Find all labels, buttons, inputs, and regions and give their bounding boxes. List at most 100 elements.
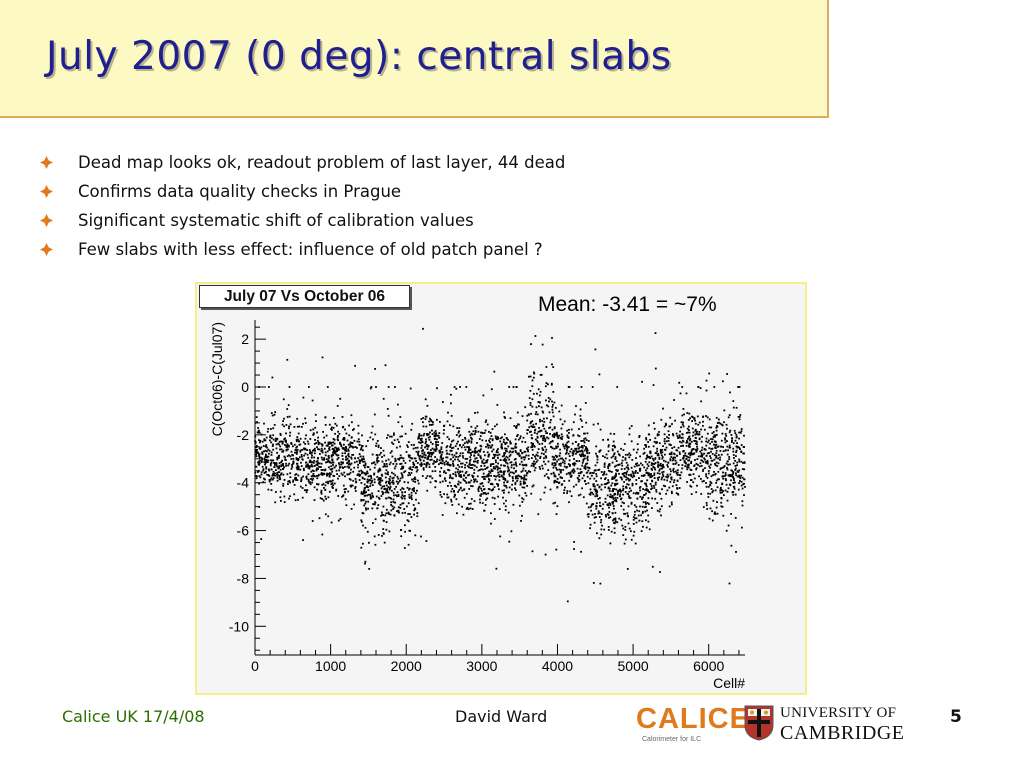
scatter-point	[488, 470, 491, 473]
scatter-point	[645, 444, 647, 446]
scatter-point	[709, 457, 712, 459]
scatter-point	[595, 505, 597, 507]
x-tick-label: 4000	[542, 658, 573, 674]
scatter-point	[322, 431, 324, 433]
scatter-point	[697, 423, 700, 426]
scatter-point	[570, 448, 573, 450]
scatter-point	[500, 443, 503, 446]
scatter-point	[630, 475, 633, 477]
scatter-point	[738, 476, 741, 478]
scatter-point	[652, 463, 655, 465]
scatter-point	[569, 464, 571, 466]
scatter-point	[633, 475, 636, 478]
scatter-point	[348, 478, 351, 480]
scatter-point	[315, 442, 318, 444]
scatter-point	[592, 493, 595, 496]
scatter-point	[270, 451, 273, 454]
scatter-point	[484, 492, 487, 494]
scatter-point	[530, 412, 532, 415]
scatter-point	[274, 439, 277, 442]
scatter-point	[296, 445, 298, 448]
scatter-point	[341, 458, 344, 461]
scatter-point	[369, 468, 372, 471]
scatter-point	[373, 466, 376, 469]
scatter-point	[483, 509, 486, 512]
scatter-point	[401, 512, 404, 514]
scatter-point	[658, 468, 661, 471]
scatter-point	[327, 482, 329, 485]
scatter-point	[328, 441, 331, 444]
scatter-point	[524, 450, 527, 453]
scatter-point	[453, 496, 456, 498]
scatter-point	[457, 431, 460, 434]
scatter-point	[445, 456, 448, 459]
scatter-point	[653, 485, 655, 487]
scatter-point	[257, 471, 259, 473]
scatter-point	[395, 463, 398, 465]
scatter-point	[689, 474, 692, 476]
scatter-point	[379, 484, 382, 486]
scatter-point	[382, 532, 385, 534]
scatter-point	[534, 429, 536, 432]
scatter-point	[443, 424, 446, 427]
scatter-point	[561, 438, 563, 440]
scatter-point	[572, 449, 575, 452]
scatter-point	[680, 445, 682, 447]
scatter-point	[709, 442, 711, 445]
scatter-point	[465, 440, 468, 443]
scatter-point	[486, 474, 489, 477]
scatter-point	[414, 534, 417, 537]
scatter-point	[281, 442, 284, 445]
scatter-point	[578, 479, 581, 481]
scatter-point	[672, 467, 675, 470]
scatter-point	[446, 496, 449, 499]
scatter-point	[450, 443, 452, 446]
scatter-point	[467, 474, 469, 477]
scatter-point	[644, 460, 647, 463]
scatter-point	[507, 491, 510, 494]
scatter-point	[281, 459, 283, 462]
scatter-point	[474, 446, 477, 449]
scatter-point	[271, 414, 274, 417]
scatter-point	[510, 464, 513, 466]
scatter-point	[286, 455, 289, 458]
scatter-point	[497, 448, 499, 450]
scatter-point	[554, 475, 557, 478]
title-box: July 2007 (0 deg): central slabs	[0, 0, 829, 118]
scatter-point	[347, 490, 350, 493]
scatter-point	[466, 506, 469, 509]
scatter-point	[381, 485, 384, 488]
scatter-point	[327, 496, 330, 499]
scatter-point	[560, 427, 563, 430]
scatter-point	[420, 437, 423, 440]
scatter-point	[647, 472, 650, 475]
scatter-point	[369, 485, 372, 487]
scatter-point	[358, 460, 361, 463]
scatter-point	[452, 462, 454, 465]
scatter-point	[720, 467, 722, 470]
scatter-point	[429, 417, 431, 420]
scatter-point	[510, 447, 513, 450]
scatter-point	[385, 469, 388, 472]
scatter-point	[272, 438, 275, 441]
scatter-point	[305, 475, 308, 478]
scatter-point	[414, 447, 417, 449]
scatter-point	[501, 436, 503, 439]
scatter-point	[702, 468, 705, 471]
scatter-point	[716, 465, 719, 467]
scatter-point	[472, 476, 474, 478]
scatter-point	[679, 477, 682, 480]
scatter-point	[645, 438, 648, 441]
scatter-point	[632, 523, 635, 525]
scatter-point	[611, 476, 614, 479]
scatter-point	[390, 435, 393, 438]
scatter-point	[335, 464, 337, 467]
scatter-point	[413, 478, 415, 480]
scatter-point	[476, 451, 478, 453]
scatter-point	[307, 466, 310, 469]
scatter-point	[407, 474, 410, 477]
scatter-point	[301, 455, 303, 458]
scatter-point	[431, 452, 434, 455]
scatter-point	[586, 513, 589, 516]
scatter-point	[358, 462, 361, 464]
